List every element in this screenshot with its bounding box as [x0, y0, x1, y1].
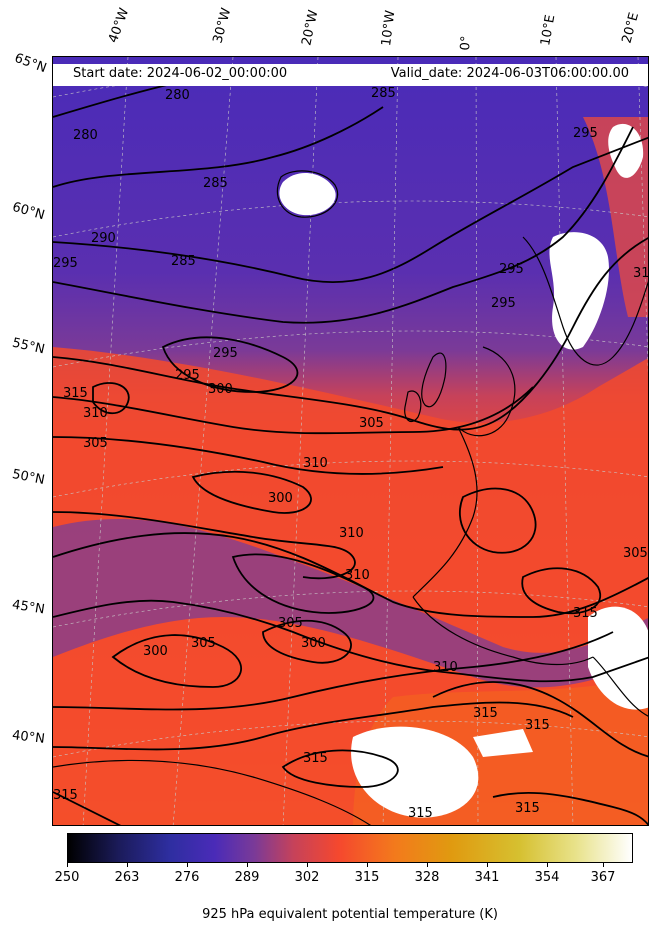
- colorbar-tick-label: 250: [54, 870, 80, 885]
- contour-label: 300: [301, 636, 326, 651]
- colorbar-tick-label: 367: [590, 870, 616, 885]
- contour-label: 315: [63, 386, 88, 401]
- contour-labels: 280 280 285 285 285 290 295 295 295 295 …: [53, 86, 649, 821]
- colorbar-tick: [67, 863, 68, 867]
- contour-label: 280: [73, 128, 98, 143]
- colorbar-tick-label: 328: [414, 870, 440, 885]
- contour-label: 315: [473, 706, 498, 721]
- header-band: [53, 64, 648, 86]
- colorbar-tick: [307, 863, 308, 867]
- contour-label: 285: [371, 86, 396, 101]
- contour-label: 295: [175, 368, 200, 383]
- colorbar: [67, 833, 633, 863]
- colorbar-tick: [547, 863, 548, 867]
- contour-label: 285: [203, 176, 228, 191]
- contour-lines: [53, 76, 648, 825]
- colorbar-tick: [127, 863, 128, 867]
- theta-e-field: 280 280 285 285 285 290 295 295 295 295 …: [53, 57, 649, 825]
- contour-label: 300: [208, 382, 233, 397]
- contour-label: 305: [278, 616, 303, 631]
- contour-label: 315: [525, 718, 550, 733]
- colorbar-tick: [603, 863, 604, 867]
- colorbar-title: 925 hPa equivalent potential temperature…: [202, 907, 498, 922]
- lon-label-20e: 20°E: [619, 10, 643, 46]
- colorbar-tick-label: 302: [294, 870, 320, 885]
- contour-label: 295: [213, 346, 238, 361]
- contour-label: 315: [408, 806, 433, 821]
- lat-label-45n: 45°N: [11, 597, 46, 618]
- contour-label: 310: [345, 568, 370, 583]
- colorbar-tick: [187, 863, 188, 867]
- contour-label: 280: [165, 88, 190, 103]
- colorbar-tick-label: 341: [474, 870, 500, 885]
- lat-label-65n: 65°N: [12, 50, 49, 77]
- contour-label: 295: [573, 126, 598, 141]
- contour-label: 290: [91, 231, 116, 246]
- contour-label: 315: [515, 801, 540, 816]
- lon-label-10w: 10°W: [379, 9, 399, 48]
- colorbar-tick: [427, 863, 428, 867]
- colorbar-tick: [367, 863, 368, 867]
- contour-label: 315: [53, 788, 78, 803]
- lon-label-20w: 20°W: [299, 8, 322, 47]
- colorbar-tick-label: 263: [114, 870, 140, 885]
- graticule: [53, 57, 648, 825]
- lon-label-10e: 10°E: [538, 13, 559, 47]
- contour-label: 315: [303, 751, 328, 766]
- colorbar-tick: [247, 863, 248, 867]
- contour-label: 305: [359, 416, 384, 431]
- contour-label: 285: [171, 254, 196, 269]
- contour-label: 295: [499, 262, 524, 277]
- valid-date-label: Valid_date: 2024-06-03T06:00:00.00: [390, 66, 629, 81]
- contour-label: 310: [83, 406, 108, 421]
- lon-label-40w: 40°W: [105, 6, 133, 45]
- contour-label: 310: [303, 456, 328, 471]
- lat-label-40n: 40°N: [11, 728, 46, 747]
- contour-label: 310: [433, 660, 458, 675]
- lat-label-55n: 55°N: [10, 335, 47, 358]
- contour-label: 300: [143, 644, 168, 659]
- colorbar-tick-label: 315: [354, 870, 380, 885]
- start-date-label: Start date: 2024-06-02_00:00:00: [73, 66, 288, 81]
- contour-label: 315: [633, 266, 649, 281]
- map-panel[interactable]: 280 280 285 285 285 290 295 295 295 295 …: [52, 56, 649, 826]
- coastlines: [53, 170, 648, 825]
- lon-label-0: 0°: [458, 35, 475, 51]
- contour-label: 295: [491, 296, 516, 311]
- contour-label: 310: [339, 526, 364, 541]
- colorbar-tick-label: 354: [534, 870, 560, 885]
- lat-label-50n: 50°N: [10, 467, 46, 488]
- contour-label: 295: [53, 256, 78, 271]
- colorbar-tick: [487, 863, 488, 867]
- colorbar-tick-label: 276: [174, 870, 200, 885]
- contour-label: 305: [191, 636, 216, 651]
- contour-label: 300: [268, 491, 293, 506]
- contour-label: 305: [83, 436, 108, 451]
- contour-label: 315: [573, 606, 598, 621]
- contour-label: 305: [623, 546, 648, 561]
- lon-label-30w: 30°W: [210, 6, 235, 45]
- cool-intrusion: [53, 519, 648, 688]
- colorbar-tick-label: 289: [234, 870, 260, 885]
- missing-data: [279, 123, 648, 818]
- lat-label-60n: 60°N: [10, 199, 47, 224]
